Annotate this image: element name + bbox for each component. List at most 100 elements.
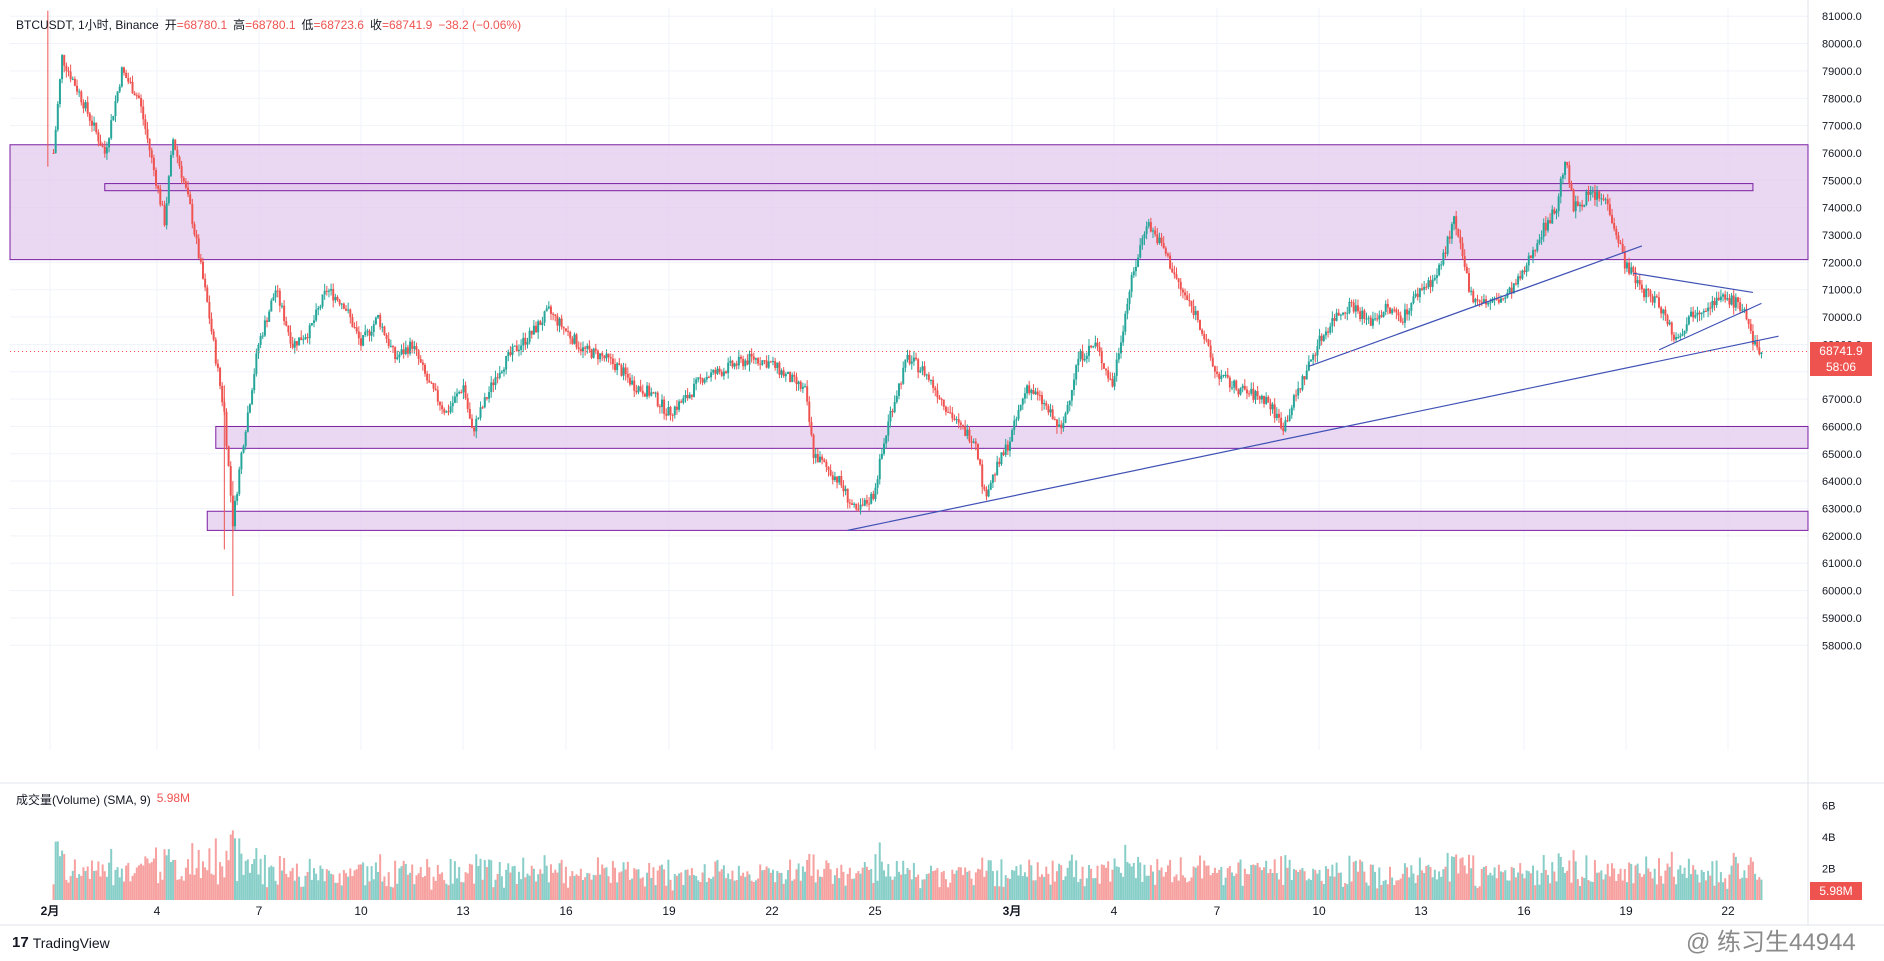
volume-bar bbox=[1235, 873, 1238, 900]
volume-bar bbox=[1502, 872, 1505, 900]
candle-body bbox=[1487, 302, 1490, 305]
volume-bar bbox=[1549, 883, 1552, 900]
volume-legend[interactable]: 成交量(Volume) (SMA, 9) 5.98M bbox=[16, 791, 190, 808]
candle-body bbox=[494, 377, 497, 386]
candle-body bbox=[404, 347, 407, 355]
candle-body bbox=[620, 365, 623, 376]
candle-body bbox=[191, 203, 194, 225]
candle-body bbox=[850, 503, 853, 505]
candle-body bbox=[426, 373, 429, 381]
candle-body bbox=[1205, 339, 1208, 341]
volume-bar bbox=[569, 876, 572, 900]
candle-body bbox=[1429, 280, 1432, 287]
candle-body bbox=[1122, 331, 1125, 343]
volume-bar bbox=[1196, 865, 1199, 900]
candle-body bbox=[1704, 310, 1707, 312]
candle-body bbox=[167, 176, 170, 204]
volume-bar bbox=[1457, 873, 1460, 900]
candle-body bbox=[204, 278, 207, 288]
candle-body bbox=[1566, 162, 1569, 166]
volume-bar bbox=[1271, 872, 1274, 900]
candle-body bbox=[1201, 329, 1204, 334]
candle-body bbox=[1711, 300, 1714, 309]
candle-body bbox=[1220, 375, 1223, 380]
volume-bar bbox=[1598, 872, 1601, 900]
tradingview-brand[interactable]: 17 TradingView bbox=[12, 934, 110, 951]
volume-bar bbox=[1591, 881, 1594, 900]
candle-body bbox=[293, 341, 296, 348]
candle-body bbox=[1380, 315, 1383, 317]
candle-body bbox=[1102, 363, 1105, 369]
volume-bar bbox=[69, 876, 72, 900]
candle-body bbox=[1393, 309, 1396, 311]
candle-body bbox=[1346, 312, 1349, 314]
candle-body bbox=[110, 120, 113, 139]
candle-body bbox=[1728, 298, 1731, 305]
candle-body bbox=[1508, 287, 1511, 293]
candle-body bbox=[133, 93, 136, 96]
candle-body bbox=[274, 290, 277, 298]
volume-bar bbox=[1184, 877, 1187, 900]
candle-body bbox=[985, 489, 988, 497]
candle-body bbox=[496, 377, 499, 379]
volume-bar bbox=[865, 866, 868, 900]
volume-bar bbox=[148, 863, 151, 900]
candle-body bbox=[259, 336, 262, 345]
candle-body bbox=[280, 305, 283, 307]
candle-body bbox=[1749, 323, 1752, 332]
candle-body bbox=[65, 65, 68, 71]
candle-body bbox=[996, 461, 999, 475]
candle-body bbox=[1363, 310, 1366, 319]
candle-body bbox=[364, 331, 367, 336]
volume-bar bbox=[1342, 886, 1345, 900]
volume-bar bbox=[1006, 878, 1009, 900]
candle-body bbox=[283, 305, 286, 322]
volume-bar bbox=[682, 884, 685, 900]
candle-body bbox=[58, 79, 61, 104]
volume-bar bbox=[1623, 869, 1626, 900]
candle-body bbox=[1611, 214, 1614, 224]
volume-bar bbox=[686, 869, 689, 900]
candle-body bbox=[626, 373, 629, 378]
volume-bar bbox=[947, 887, 950, 900]
volume-bar bbox=[1147, 875, 1150, 900]
symbol-label[interactable]: BTCUSDT, 1小时, Binance bbox=[16, 18, 159, 32]
volume-bar bbox=[1655, 884, 1658, 900]
volume-bar bbox=[1653, 868, 1656, 900]
volume-bar bbox=[1403, 863, 1406, 900]
candle-body bbox=[330, 289, 333, 291]
candle-body bbox=[285, 321, 288, 326]
volume-bar bbox=[1241, 885, 1244, 900]
candle-body bbox=[332, 289, 335, 301]
volume-bar bbox=[278, 855, 281, 900]
volume-bar bbox=[197, 849, 200, 900]
candle-body bbox=[1497, 299, 1500, 303]
volume-bar bbox=[1363, 871, 1366, 900]
candle-body bbox=[1145, 226, 1148, 234]
time-tick-label: 2月 bbox=[41, 904, 60, 918]
candle-body bbox=[129, 81, 132, 83]
volume-bar bbox=[1412, 873, 1415, 900]
close-label: 收 bbox=[369, 18, 382, 32]
volume-bar bbox=[1226, 868, 1229, 900]
volume-bar bbox=[509, 872, 512, 900]
candle-body bbox=[1636, 280, 1639, 284]
candle-body bbox=[633, 380, 636, 391]
candle-body bbox=[742, 358, 745, 367]
volume-bar bbox=[1075, 860, 1078, 900]
candle-body bbox=[966, 429, 969, 436]
volume-bar bbox=[635, 869, 638, 900]
candle-body bbox=[1756, 341, 1759, 348]
volume-bar bbox=[750, 880, 753, 900]
volume-bar bbox=[765, 866, 768, 900]
candle-body bbox=[710, 372, 713, 378]
volume-bar bbox=[1630, 863, 1633, 900]
candle-body bbox=[1640, 284, 1643, 290]
candle-body bbox=[678, 401, 681, 410]
volume-bar bbox=[490, 860, 493, 900]
volume-bar bbox=[1423, 872, 1426, 900]
volume-bar bbox=[447, 885, 450, 900]
volume-bar bbox=[908, 869, 911, 900]
candle-body bbox=[101, 145, 104, 147]
